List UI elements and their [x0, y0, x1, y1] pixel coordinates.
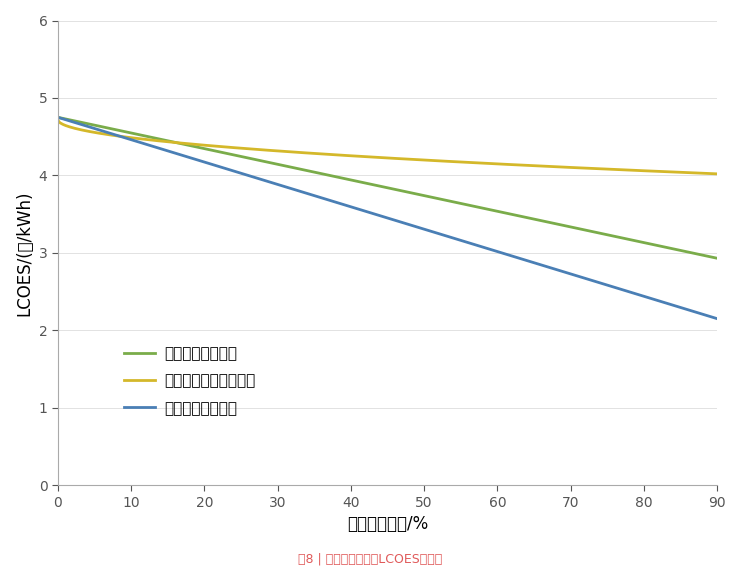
制氢系统价格下降 [594, 230, 602, 236]
制氢系统价格下降 [713, 255, 722, 262]
Text: 图8 | 设备价格下降对LCOES的影响: 图8 | 设备价格下降对LCOES的影响 [299, 552, 442, 565]
燃料电池系统价格下降 [367, 154, 376, 160]
二者价格同时下降 [411, 223, 419, 230]
Legend: 制氢系统价格下降, 燃料电池系统价格下降, 二者价格同时下降: 制氢系统价格下降, 燃料电池系统价格下降, 二者价格同时下降 [119, 340, 262, 422]
二者价格同时下降 [697, 311, 705, 317]
燃料电池系统价格下降 [53, 116, 62, 123]
制氢系统价格下降 [370, 182, 379, 188]
燃料电池系统价格下降 [713, 170, 722, 177]
二者价格同时下降 [446, 234, 455, 240]
燃料电池系统价格下降 [411, 156, 419, 163]
二者价格同时下降 [713, 315, 722, 322]
二者价格同时下降 [53, 114, 62, 120]
Line: 二者价格同时下降: 二者价格同时下降 [58, 117, 717, 319]
二者价格同时下降 [594, 279, 602, 286]
燃料电池系统价格下降 [697, 170, 705, 176]
二者价格同时下降 [370, 211, 379, 218]
Line: 制氢系统价格下降: 制氢系统价格下降 [58, 117, 717, 258]
Line: 燃料电池系统价格下降: 燃料电池系统价格下降 [58, 120, 717, 174]
二者价格同时下降 [367, 210, 376, 216]
制氢系统价格下降 [446, 198, 455, 204]
制氢系统价格下降 [411, 190, 419, 197]
燃料电池系统价格下降 [594, 165, 602, 172]
制氢系统价格下降 [53, 114, 62, 120]
X-axis label: 价格下降比例/%: 价格下降比例/% [347, 515, 428, 533]
制氢系统价格下降 [697, 251, 705, 258]
Y-axis label: LCOES/(元/kWh): LCOES/(元/kWh) [15, 190, 33, 316]
燃料电池系统价格下降 [446, 158, 455, 165]
燃料电池系统价格下降 [370, 154, 379, 160]
制氢系统价格下降 [367, 181, 376, 188]
